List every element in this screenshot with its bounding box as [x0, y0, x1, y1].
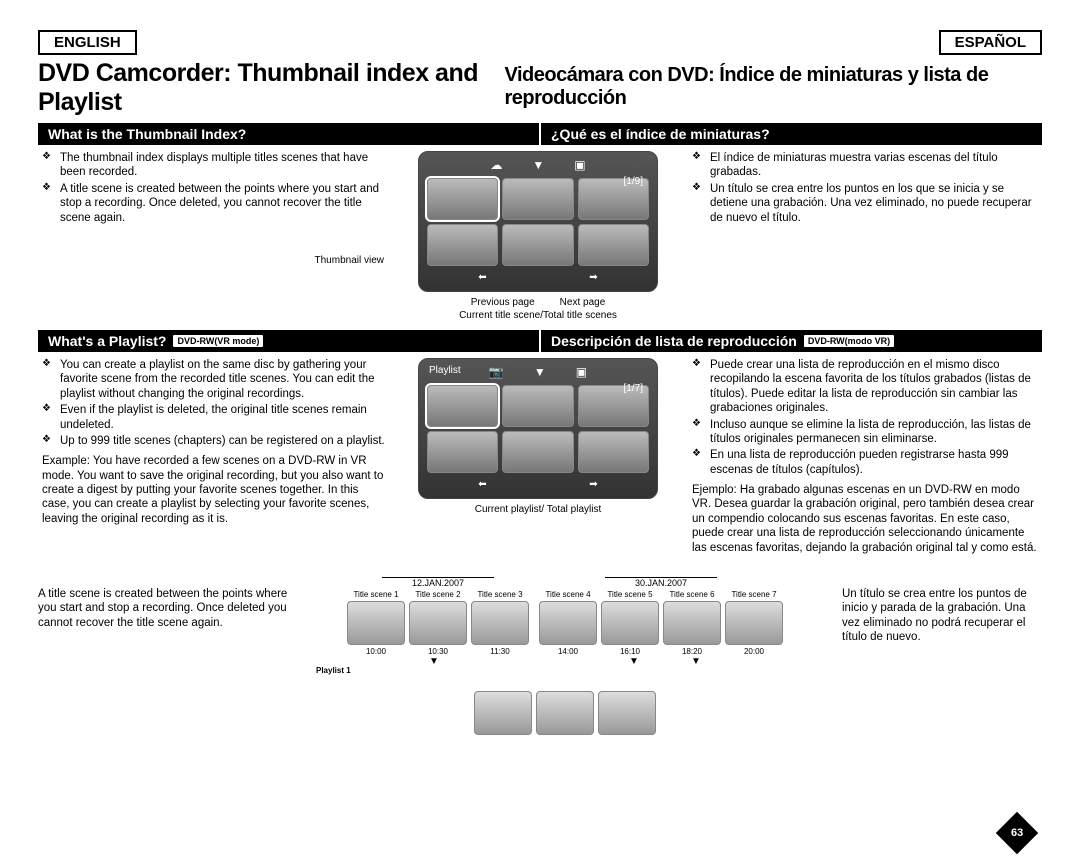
timeline: 12.JAN.2007 Title scene 1 10:00 Title sce…: [298, 577, 832, 656]
dvd-rw-badge-en: DVD-RW(VR mode): [172, 334, 264, 348]
triangle-icon: ▼: [532, 158, 544, 172]
next-page-label: Next page: [560, 297, 606, 308]
bullet: El índice de miniaturas muestra varias e…: [692, 151, 1042, 180]
scene-label: Title scene 3: [477, 590, 522, 599]
bullet: Incluso aunque se elimine la lista de re…: [692, 418, 1042, 447]
lang-tab-en: ENGLISH: [38, 30, 137, 55]
bullet: You can create a playlist on the same di…: [42, 358, 388, 401]
scene-time: 11:30: [490, 647, 509, 656]
playlist-counter: [1/7]: [624, 383, 643, 394]
section1-bullets-en: The thumbnail index displays multiple ti…: [38, 151, 388, 225]
thumb-5: [502, 224, 573, 266]
bullet: A title scene is created between the poi…: [42, 182, 388, 225]
thumb-counter: [1/9]: [624, 176, 643, 187]
scene-time: 14:00: [558, 647, 578, 656]
section2-example-es: Ejemplo: Ha grabado algunas escenas en u…: [688, 483, 1042, 555]
section1-header: What is the Thumbnail Index? ¿Qué es el …: [38, 123, 1042, 145]
scene-thumb: [725, 601, 783, 645]
section1-header-en: What is the Thumbnail Index?: [38, 123, 541, 145]
bottom-text-es: Un título se crea entre los puntos de in…: [842, 563, 1042, 645]
arrow-down-icon: ▼: [429, 656, 439, 666]
bullet: Up to 999 title scenes (chapters) can be…: [42, 434, 388, 448]
dvd-rw-badge-es: DVD-RW(modo VR): [803, 334, 895, 348]
scene-time: 10:00: [366, 647, 386, 656]
thumb-2: [502, 385, 573, 427]
thumb-2: [502, 178, 573, 220]
thumb-4: [427, 224, 498, 266]
arrow-right-icon: ➡: [589, 272, 597, 283]
section1-header-es: ¿Qué es el índice de miniaturas?: [541, 123, 1042, 145]
thumbnail-view-label: Thumbnail view: [38, 255, 388, 266]
thumb-5: [502, 431, 573, 473]
bullet: The thumbnail index displays multiple ti…: [42, 151, 388, 180]
date-2: 30.JAN.2007: [605, 577, 717, 588]
timeline-row: A title scene is created between the poi…: [38, 563, 1042, 735]
section2-bullets-es: Puede crear una lista de reproducción en…: [688, 358, 1042, 477]
scene-label: Title scene 2: [415, 590, 460, 599]
bullet: Puede crear una lista de reproducción en…: [692, 358, 1042, 416]
arrow-left-icon: ⬅: [478, 272, 486, 283]
title-es: Videocámara con DVD: Índice de miniatura…: [505, 64, 1042, 110]
bottom-text-en: A title scene is created between the poi…: [38, 563, 288, 630]
date-1: 12.JAN.2007: [382, 577, 494, 588]
scene-thumb: [347, 601, 405, 645]
prev-page-label: Previous page: [471, 297, 535, 308]
section2-example-en: Example: You have recorded a few scenes …: [38, 454, 388, 526]
section2-header: What's a Playlist? DVD-RW(VR mode) Descr…: [38, 330, 1042, 352]
arrow-down-icon: ▼: [629, 656, 639, 666]
scene-label: Title scene 7: [731, 590, 776, 599]
thumb-1: [427, 178, 498, 220]
scene-label: Title scene 1: [353, 590, 398, 599]
figure-caption-2: Current playlist/ Total playlist: [475, 504, 602, 515]
section2-content: You can create a playlist on the same di…: [38, 358, 1042, 555]
arrow-right-icon: ➡: [589, 479, 597, 490]
arrow-down-icon: ▼: [691, 656, 701, 666]
page-number: 63: [996, 812, 1038, 854]
section2-header-es: Descripción de lista de reproducción DVD…: [541, 330, 1042, 352]
playlist-figure: Playlist 📷 ▼ ▣ [1/7] ⬅ ➡: [418, 358, 658, 499]
cloud-icon: ☁: [490, 158, 502, 172]
triangle-icon: ▼: [534, 365, 546, 379]
section2-header-en: What's a Playlist? DVD-RW(VR mode): [38, 330, 541, 352]
scene-thumb: [663, 601, 721, 645]
scene-time: 20:00: [744, 647, 764, 656]
figure-caption: Current title scene/Total title scenes: [459, 310, 617, 321]
scene-label: Title scene 5: [607, 590, 652, 599]
scene-time: 10:30: [428, 647, 448, 656]
scene-label: Title scene 6: [669, 590, 714, 599]
scene-time: 16:10: [620, 647, 640, 656]
playlist-thumb: [536, 691, 594, 735]
thumb-6: [578, 431, 649, 473]
section1-bullets-es: El índice de miniaturas muestra varias e…: [688, 151, 1042, 225]
scene-thumb: [601, 601, 659, 645]
thumb-4: [427, 431, 498, 473]
section2-bullets-en: You can create a playlist on the same di…: [38, 358, 388, 448]
thumb-1: [427, 385, 498, 427]
bullet: En una lista de reproducción pueden regi…: [692, 448, 1042, 477]
camera-icon: 📷: [489, 365, 504, 379]
playlist-thumb: [598, 691, 656, 735]
mode-icon: ▣: [576, 365, 587, 379]
playlist-label: Playlist: [429, 365, 461, 376]
title-row: DVD Camcorder: Thumbnail index and Playl…: [38, 59, 1042, 117]
lang-tab-es: ESPAÑOL: [939, 30, 1042, 55]
arrow-left-icon: ⬅: [478, 479, 486, 490]
bullet: Even if the playlist is deleted, the ori…: [42, 403, 388, 432]
bullet: Un título se crea entre los puntos en lo…: [692, 182, 1042, 225]
scene-time: 18:20: [682, 647, 702, 656]
title-en: DVD Camcorder: Thumbnail index and Playl…: [38, 59, 505, 117]
mode-icon: ▣: [574, 158, 585, 172]
lang-tabs: ENGLISH ESPAÑOL: [38, 30, 1042, 55]
playlist-thumb: [474, 691, 532, 735]
thumb-6: [578, 224, 649, 266]
scene-thumb: [471, 601, 529, 645]
scene-thumb: [409, 601, 467, 645]
scene-label: Title scene 4: [545, 590, 590, 599]
thumbnail-figure: ☁ ▼ ▣ [1/9] ⬅ ➡: [418, 151, 658, 292]
scene-thumb: [539, 601, 597, 645]
section1-content: The thumbnail index displays multiple ti…: [38, 151, 1042, 322]
playlist-1-label: Playlist 1: [298, 666, 832, 675]
